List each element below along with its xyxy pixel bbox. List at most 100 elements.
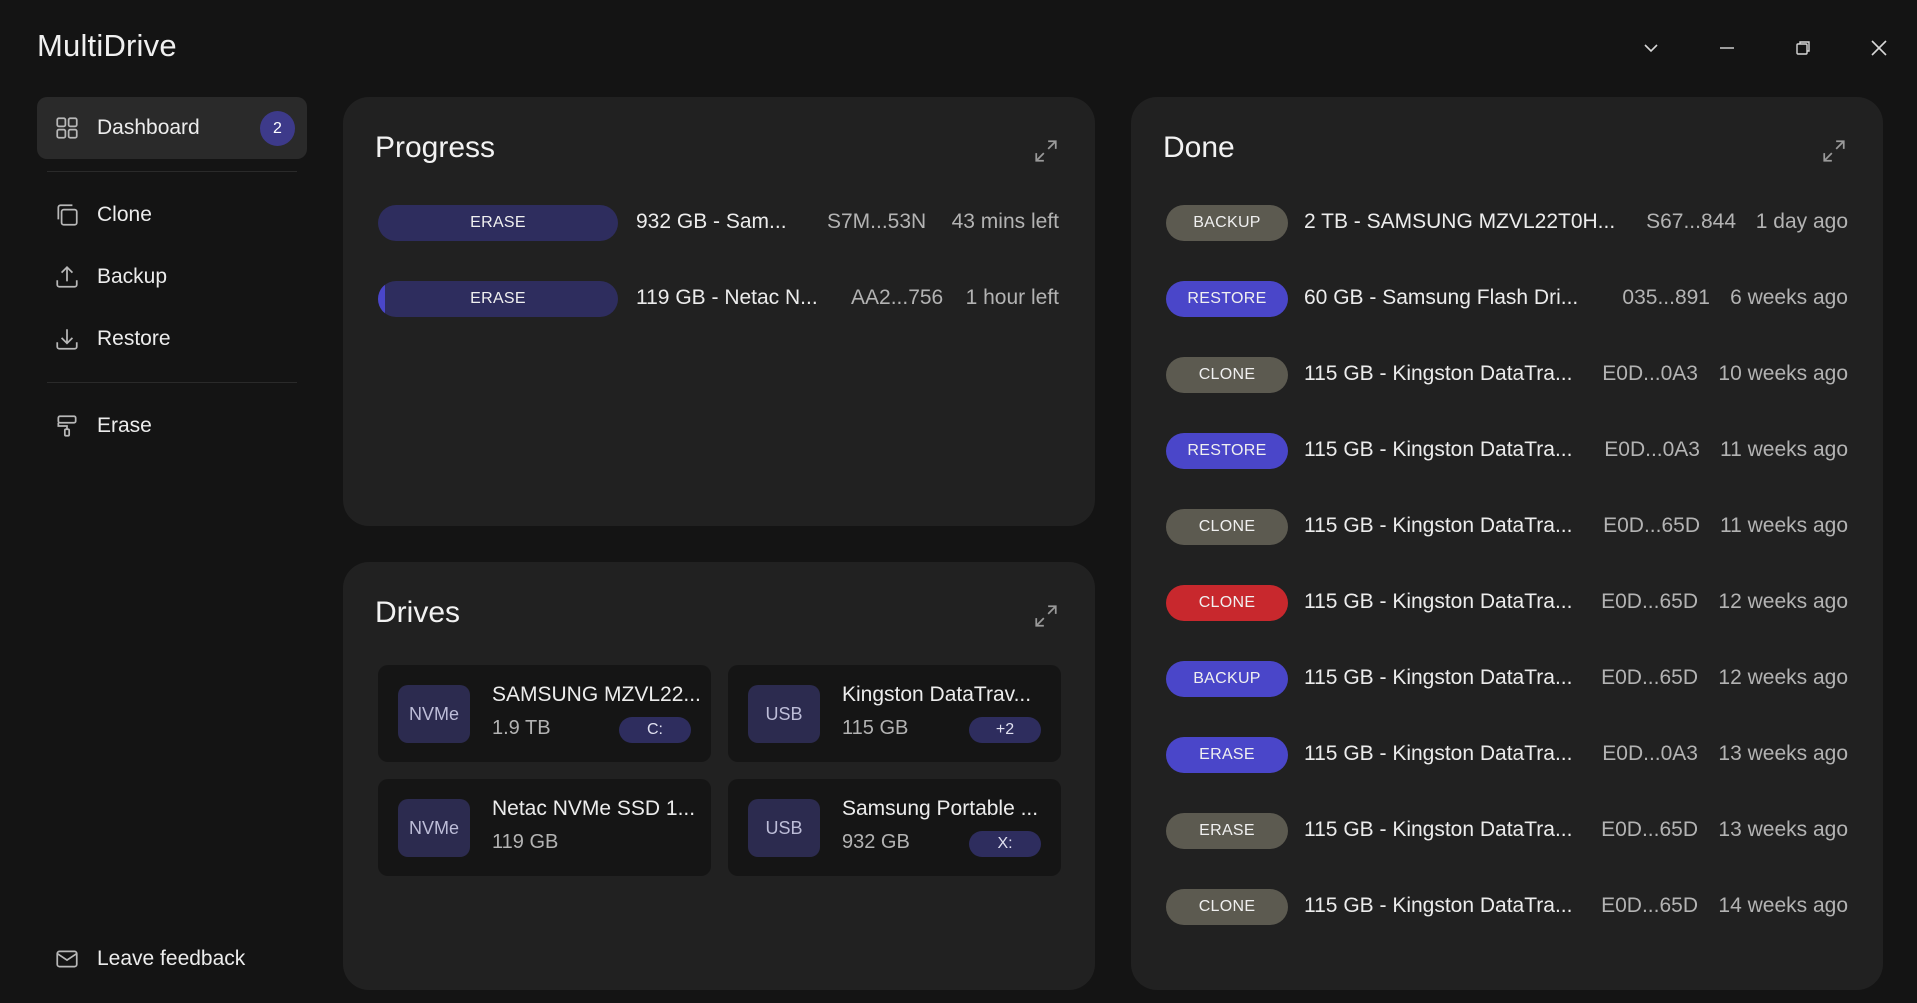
sidebar-item-label: Clone — [97, 203, 152, 226]
drive-serial: AA2...756 — [851, 286, 944, 309]
time-remaining: 1 hour left — [965, 286, 1059, 309]
progress-fill — [378, 281, 386, 317]
drive-type-badge: USB — [748, 799, 820, 857]
drive-name: 115 GB - Kingston DataTra... — [1304, 514, 1573, 537]
drive-name: 932 GB - Sam... — [636, 210, 787, 233]
drive-card[interactable]: USB Samsung Portable ... 932 GB X: — [728, 779, 1061, 876]
action-pill: BACKUP — [1166, 661, 1288, 697]
sidebar-item-label: Restore — [97, 327, 171, 350]
drive-letter-tag: C: — [619, 717, 691, 743]
completed-time: 14 weeks ago — [1718, 894, 1848, 917]
sidebar-item-backup[interactable]: Backup — [37, 246, 307, 308]
app-title: MultiDrive — [37, 28, 177, 63]
action-pill: CLONE — [1166, 357, 1288, 393]
drive-serial: E0D...65D — [1601, 590, 1698, 613]
drive-size: 119 GB — [492, 831, 559, 853]
progress-pill: ERASE — [378, 205, 618, 241]
expand-progress-button[interactable] — [1026, 131, 1066, 171]
upload-icon — [37, 264, 97, 290]
drive-name: 115 GB - Kingston DataTra... — [1304, 590, 1573, 613]
expand-icon — [1035, 140, 1057, 162]
drive-name: Kingston DataTrav... — [842, 683, 1032, 706]
sidebar-item-erase[interactable]: Erase — [37, 395, 307, 457]
sidebar: Dashboard 2 Clone Backup Restore — [37, 97, 307, 1003]
drive-type-badge: USB — [748, 685, 820, 743]
panel-title: Progress — [375, 131, 496, 164]
drive-name: 115 GB - Kingston DataTra... — [1304, 666, 1573, 689]
dashboard-grid-icon — [37, 115, 97, 141]
panel-title: Done — [1163, 131, 1235, 164]
window-controls — [1613, 24, 1917, 72]
drive-type-badge: NVMe — [398, 799, 470, 857]
completed-time: 11 weeks ago — [1719, 514, 1848, 537]
download-icon — [37, 326, 97, 352]
drive-card[interactable]: USB Kingston DataTrav... 115 GB +2 — [728, 665, 1061, 762]
sidebar-item-label: Erase — [97, 414, 152, 437]
completed-time: 12 weeks ago — [1718, 590, 1848, 613]
action-pill: CLONE — [1166, 889, 1288, 925]
drive-name: SAMSUNG MZVL22... — [492, 683, 701, 706]
done-panel: Done BACKUP 2 TB - SAMSUNG MZVL22T0H... 1 … — [1131, 97, 1883, 990]
completed-time: 13 weeks ago — [1718, 742, 1848, 765]
drive-card[interactable]: NVMe Netac NVMe SSD 1... 119 GB — [378, 779, 711, 876]
drive-letter-tag: X: — [969, 831, 1041, 857]
drive-size: 932 GB — [842, 831, 910, 853]
close-button[interactable] — [1841, 24, 1917, 72]
feedback-label: Leave feedback — [97, 947, 246, 970]
expand-icon — [1823, 140, 1845, 162]
drive-letter-tag: +2 — [969, 717, 1041, 743]
sidebar-item-dashboard[interactable]: Dashboard 2 — [37, 97, 307, 159]
clone-icon — [37, 202, 97, 228]
action-pill: CLONE — [1166, 509, 1288, 545]
time-remaining: 43 mins left — [951, 210, 1059, 233]
sidebar-item-restore[interactable]: Restore — [37, 308, 307, 370]
completed-time: 13 weeks ago — [1718, 818, 1848, 841]
drive-name: Samsung Portable ... — [842, 797, 1039, 820]
action-pill: RESTORE — [1166, 433, 1288, 469]
sidebar-item-clone[interactable]: Clone — [37, 184, 307, 246]
leave-feedback-link[interactable]: Leave feedback — [37, 928, 245, 990]
drive-name: 2 TB - SAMSUNG MZVL22T0H... — [1304, 210, 1616, 233]
chevron-down-icon — [1644, 44, 1658, 53]
drive-serial: E0D...65D — [1601, 818, 1698, 841]
drive-serial: E0D...65D — [1601, 666, 1698, 689]
restore-icon — [1796, 41, 1810, 55]
minimize-button[interactable] — [1689, 24, 1765, 72]
progress-panel: Progress ERASE 932 GB - Sam... S7M...53N… — [343, 97, 1095, 526]
drive-type-badge: NVMe — [398, 685, 470, 743]
expand-done-button[interactable] — [1814, 131, 1854, 171]
action-pill: CLONE — [1166, 585, 1288, 621]
drive-name: 115 GB - Kingston DataTra... — [1304, 362, 1573, 385]
drive-serial: E0D...65D — [1603, 514, 1700, 537]
sidebar-item-label: Dashboard — [97, 116, 200, 139]
expand-drives-button[interactable] — [1026, 596, 1066, 636]
drive-name: 115 GB - Kingston DataTra... — [1304, 438, 1573, 461]
minimize-icon — [1720, 47, 1734, 49]
paint-roller-icon — [37, 413, 97, 439]
completed-time: 10 weeks ago — [1718, 362, 1848, 385]
drive-size: 1.9 TB — [492, 717, 551, 739]
divider — [47, 382, 297, 383]
dashboard-count-badge: 2 — [260, 111, 295, 146]
sidebar-item-label: Backup — [97, 265, 168, 288]
drive-serial: E0D...0A3 — [1602, 362, 1698, 385]
drive-name: 60 GB - Samsung Flash Dri... — [1304, 286, 1579, 309]
divider — [47, 171, 297, 172]
drive-name: Netac NVMe SSD 1... — [492, 797, 696, 820]
action-label: ERASE — [470, 290, 526, 307]
drive-card[interactable]: NVMe SAMSUNG MZVL22... 1.9 TB C: — [378, 665, 711, 762]
mail-icon — [37, 946, 97, 972]
action-pill: BACKUP — [1166, 205, 1288, 241]
drive-serial: E0D...0A3 — [1604, 438, 1700, 461]
action-pill: RESTORE — [1166, 281, 1288, 317]
action-label: ERASE — [470, 214, 526, 231]
restore-button[interactable] — [1765, 24, 1841, 72]
drive-name: 115 GB - Kingston DataTra... — [1304, 894, 1573, 917]
completed-time: 11 weeks ago — [1719, 438, 1848, 461]
chevron-down-button[interactable] — [1613, 24, 1689, 72]
expand-icon — [1035, 605, 1057, 627]
drive-serial: E0D...65D — [1601, 894, 1698, 917]
completed-time: 1 day ago — [1755, 210, 1848, 233]
drive-serial: S67...844 — [1646, 210, 1736, 233]
